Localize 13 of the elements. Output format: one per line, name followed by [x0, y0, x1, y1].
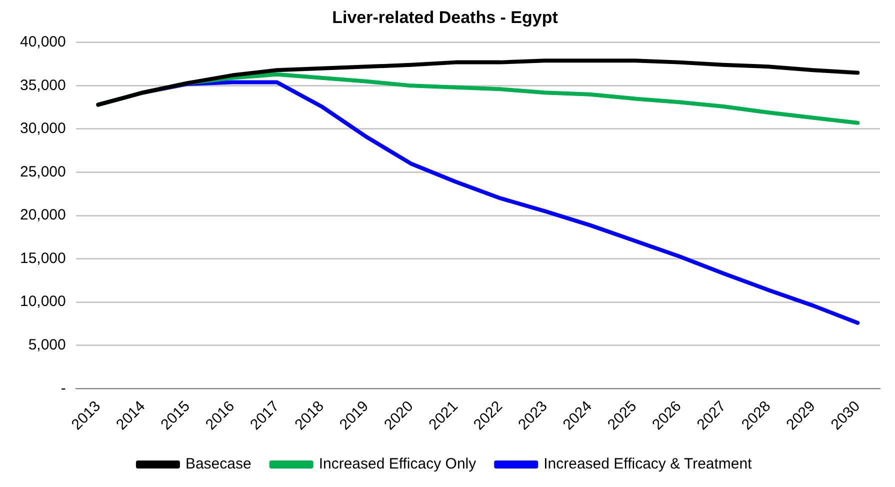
y-tick-label: 35,000	[20, 76, 66, 94]
y-tick-label: -	[60, 380, 66, 397]
y-tick-label: 25,000	[20, 163, 66, 180]
y-tick-label: 10,000	[20, 293, 66, 310]
legend-label: Increased Efficacy Only	[318, 456, 477, 473]
y-tick-label: 5,000	[28, 336, 66, 354]
y-tick-label: 40,000	[20, 34, 66, 51]
y-tick-label: 15,000	[20, 250, 66, 267]
chart-title: Liver-related Deaths - Egypt	[332, 8, 558, 27]
y-tick-label: 30,000	[20, 120, 66, 138]
legend-label: Basecase	[185, 456, 252, 473]
y-tick-label: 20,000	[20, 206, 66, 224]
legend-label: Increased Efficacy & Treatment	[544, 456, 753, 473]
